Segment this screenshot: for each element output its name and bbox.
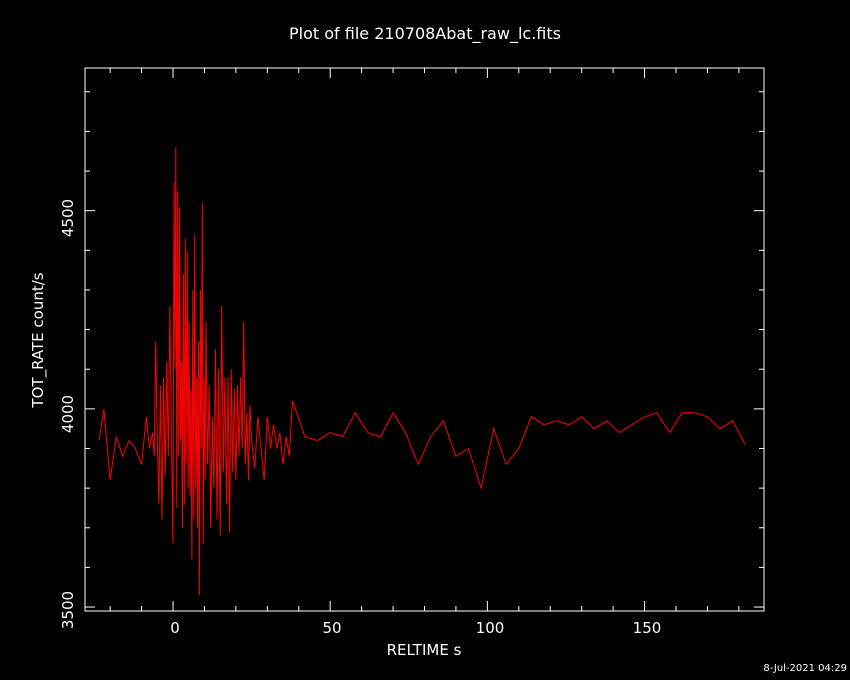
y-axis-label: TOT_RATE count/s — [29, 272, 48, 408]
x-axis-label: RELTIME s — [387, 641, 462, 659]
x-axis-ticks — [109, 68, 740, 611]
y-tick-label: 4500 — [59, 199, 77, 237]
series-layer — [98, 147, 746, 596]
x-tick-label: 100 — [476, 619, 505, 637]
timestamp: 8-Jul-2021 04:29 — [763, 663, 847, 674]
x-tick-label: 0 — [170, 619, 180, 637]
x-tick-label: 50 — [322, 619, 341, 637]
plot-title: Plot of file 210708Abat_raw_lc.fits — [289, 24, 561, 44]
y-axis-ticks — [85, 91, 764, 608]
x-tick-label: 150 — [633, 619, 662, 637]
rate-series-line — [98, 147, 746, 596]
y-tick-label: 4000 — [59, 395, 77, 433]
y-tick-label: 3500 — [59, 591, 77, 629]
